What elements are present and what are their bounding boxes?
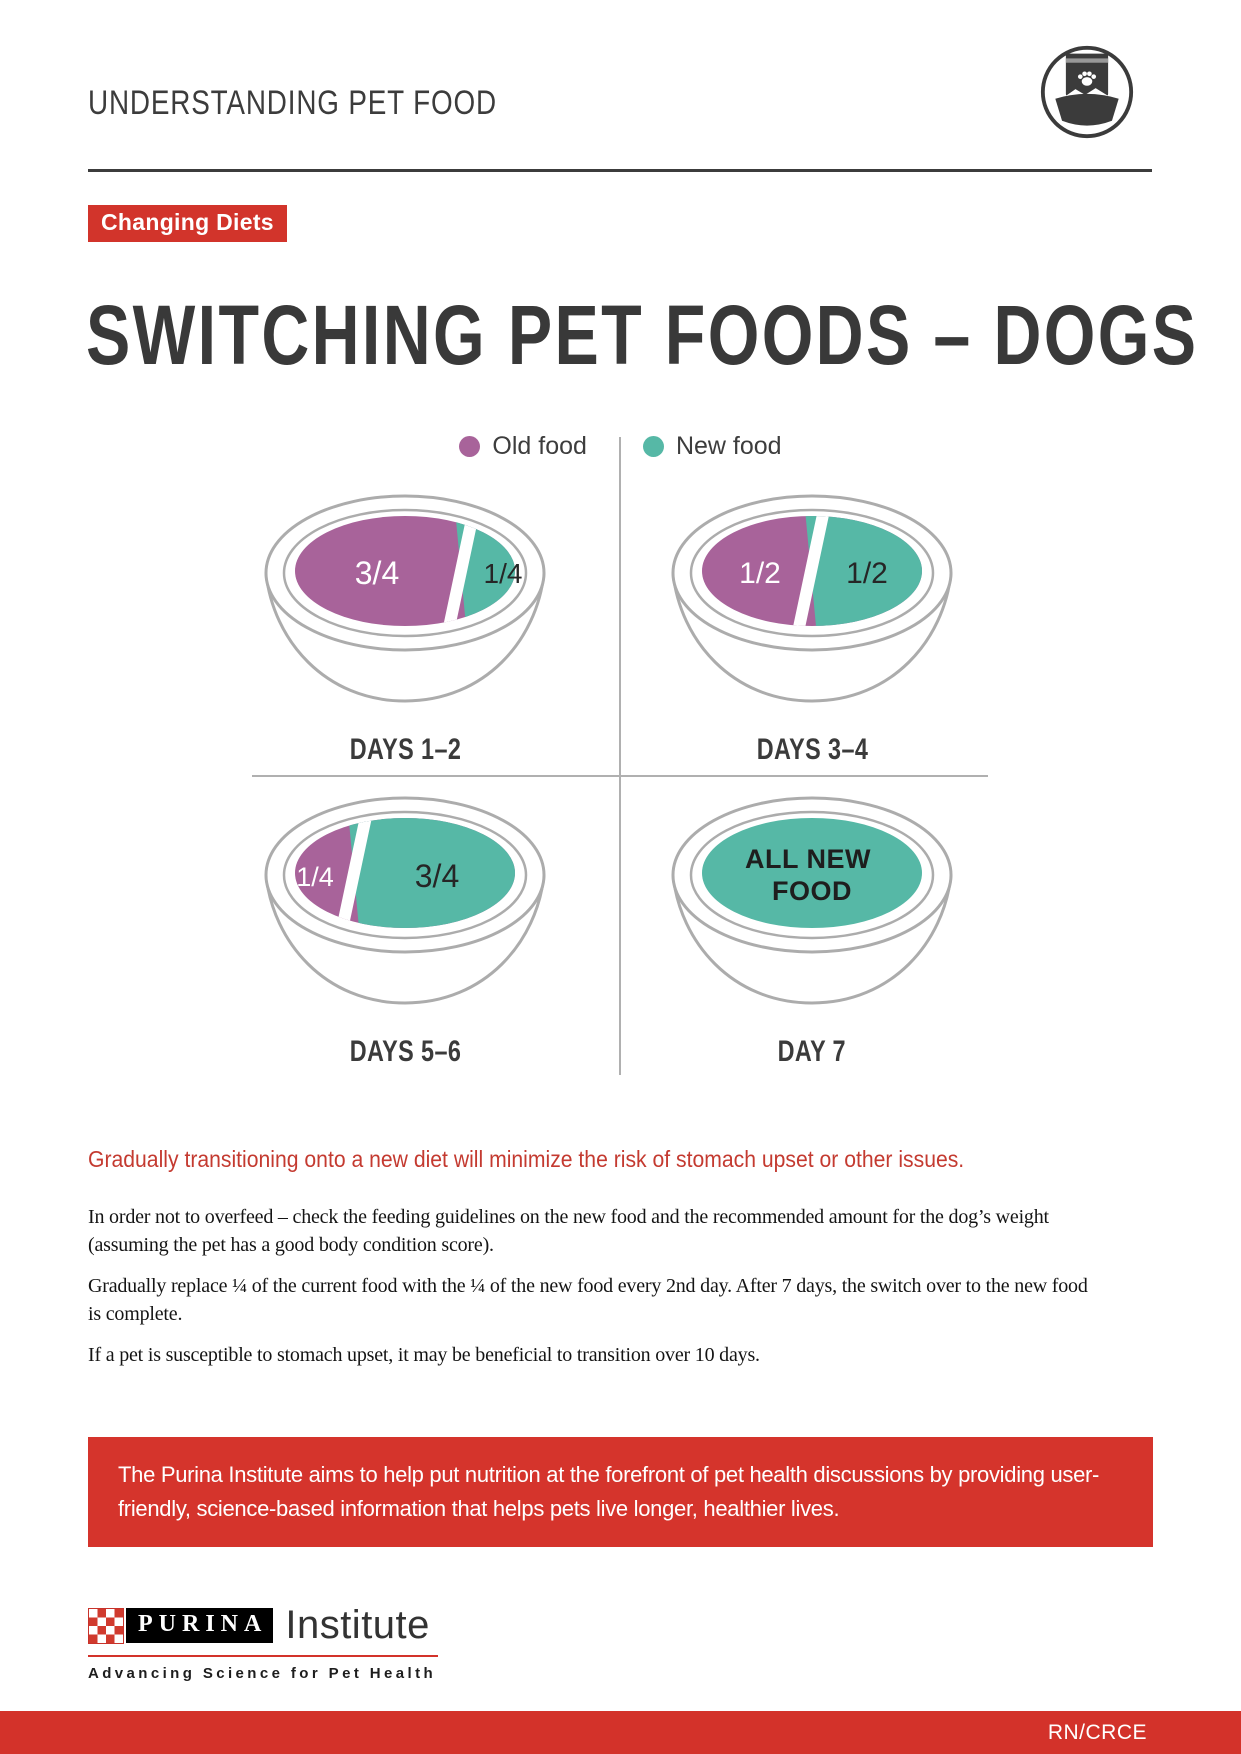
legend-item-new-food: New food xyxy=(642,432,782,461)
bowl-days-3-4: 1/2 1/2 xyxy=(662,488,962,723)
section-badge: Changing Diets xyxy=(88,205,287,242)
bowl-days-5-6: 1/4 3/4 xyxy=(255,790,555,1025)
page-header-title: UNDERSTANDING PET FOOD xyxy=(88,84,497,122)
portion-old-fraction: 1/4 xyxy=(296,862,334,892)
portion-old-fraction: 1/2 xyxy=(739,557,781,590)
footer-code: RN/CRCE xyxy=(1047,1720,1147,1744)
logo-red-rule xyxy=(88,1655,438,1657)
purina-institute-infobox: The Purina Institute aims to help put nu… xyxy=(88,1437,1153,1547)
purina-institute-logo: PURINA Institute Advancing Science for P… xyxy=(88,1603,438,1682)
paw-print-icon xyxy=(1077,71,1097,86)
purina-wordmark: PURINA xyxy=(126,1608,274,1643)
portion-new-fraction: 1/4 xyxy=(484,558,523,589)
legend-label-old: Old food xyxy=(492,432,587,460)
grid-horizontal-divider xyxy=(252,775,988,777)
portion-new-fraction: 3/4 xyxy=(415,858,459,894)
purina-checkerboard-icon xyxy=(88,1607,124,1644)
old-food-dot-icon xyxy=(459,436,481,457)
portion-old-fraction: 3/4 xyxy=(355,555,399,591)
callout-text: Gradually transitioning onto a new diet … xyxy=(88,1146,965,1172)
pet-food-icon xyxy=(1039,44,1135,140)
bowl-label-day-7: DAY 7 xyxy=(777,1035,847,1068)
grid-vertical-divider xyxy=(619,437,621,1075)
bowl-label-days-1-2: DAYS 1–2 xyxy=(349,733,461,766)
infobox-text: The Purina Institute aims to help put nu… xyxy=(118,1461,1100,1521)
portion-new-fraction: 1/2 xyxy=(846,557,888,590)
legend-label-new: New food xyxy=(675,432,782,460)
bowl-days-1-2: 3/4 1/4 xyxy=(255,488,555,723)
footer-bar: RN/CRCE xyxy=(0,1711,1241,1754)
paragraph-stomach-upset: If a pet is susceptible to stomach upset… xyxy=(88,1344,760,1367)
bowl-label-days-3-4: DAYS 3–4 xyxy=(756,733,868,766)
header-divider xyxy=(88,169,1152,172)
legend-item-old-food: Old food xyxy=(459,432,587,461)
paragraph-overfeed: In order not to overfeed – check the fee… xyxy=(88,1206,1049,1256)
paragraph-replace-quarter: Gradually replace ¼ of the current food … xyxy=(88,1275,1088,1325)
institute-wordmark: Institute xyxy=(285,1603,430,1647)
portion-all-new-label: ALL NEW FOOD xyxy=(745,844,879,906)
page-title: SWITCHING PET FOODS – DOGS xyxy=(86,288,1199,382)
logo-tagline: Advancing Science for Pet Health xyxy=(88,1665,437,1682)
legend: Old food New food xyxy=(88,432,1153,461)
body-paragraphs: In order not to overfeed – check the fee… xyxy=(88,1204,1093,1384)
bowl-label-days-5-6: DAYS 5–6 xyxy=(349,1035,461,1068)
new-food-dot-icon xyxy=(642,436,664,457)
bowl-day-7: ALL NEW FOOD xyxy=(662,790,962,1025)
